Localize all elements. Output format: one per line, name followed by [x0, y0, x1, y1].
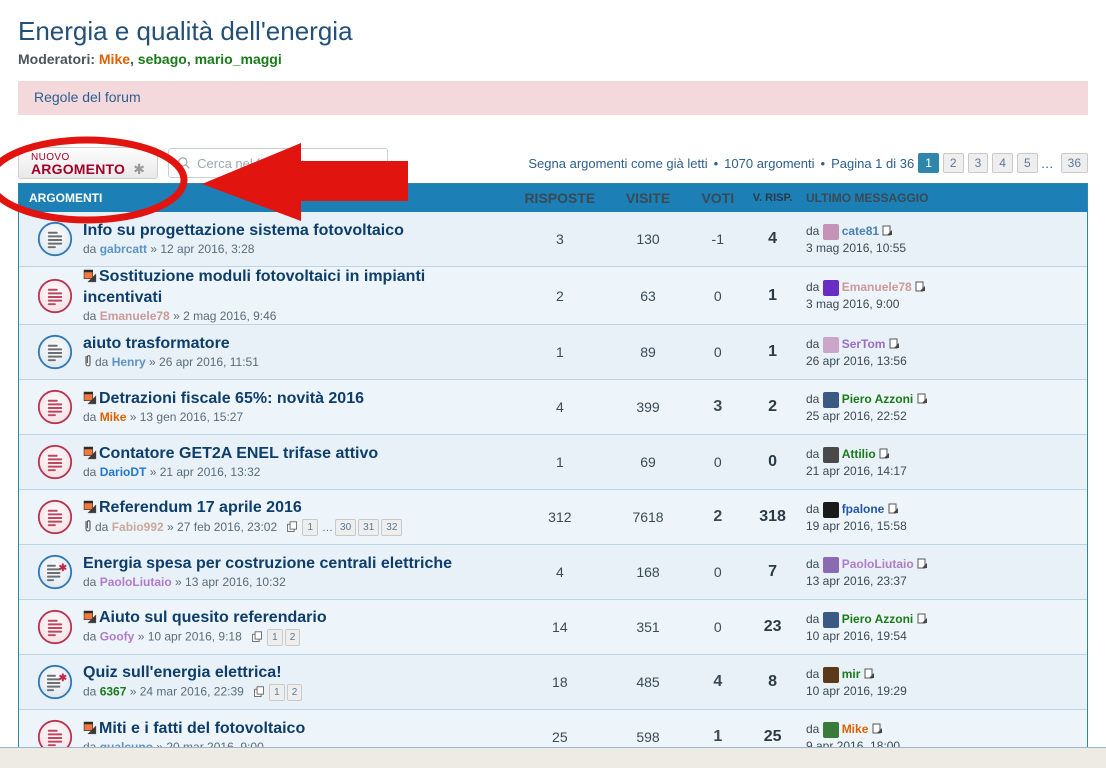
svg-text:✱: ✱	[59, 673, 68, 684]
svg-text:✱: ✱	[59, 563, 68, 574]
